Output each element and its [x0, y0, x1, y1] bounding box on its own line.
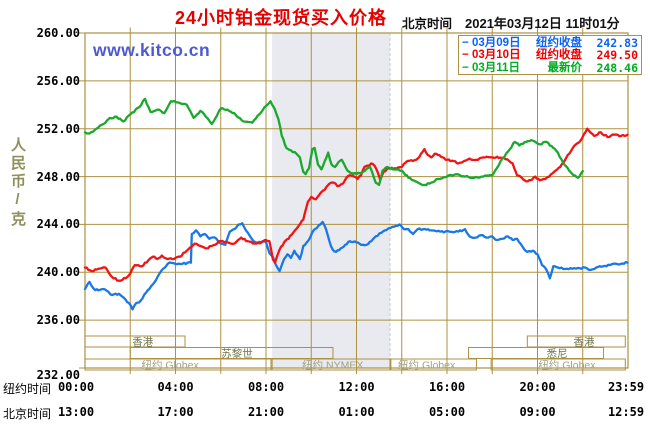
legend-close-value: 249.50 — [596, 48, 638, 62]
ny-time-tick-label: 23:59 — [607, 379, 645, 394]
nymex-floor-session-band — [272, 33, 390, 368]
ny-time-tick-label: 00:00 — [57, 379, 95, 394]
legend-latest-value: 248.46 — [596, 60, 638, 75]
session-label: 悉尼 — [547, 348, 568, 360]
y-tick-label: 256.00 — [36, 73, 80, 88]
series-line-mar10 — [83, 127, 629, 282]
legend-close-label: 纽约收盘 — [536, 49, 582, 61]
page-title: 24小时铂金现货买入价格 — [174, 8, 388, 28]
beijing-time-label: 北京时间 — [402, 17, 453, 31]
legend-line-marker: − — [462, 36, 469, 49]
ny-time-tick-label: 04:00 — [157, 379, 194, 394]
session-label: 香港 — [573, 337, 594, 349]
session-box — [271, 358, 391, 371]
beijing-time-tick-label: 21:00 — [247, 404, 285, 419]
beijing-time-tick-label: 17:00 — [157, 404, 194, 419]
beijing-time-value: 2021年03月12日 11时01分 — [465, 16, 620, 31]
beijing-time-tick-label: 01:00 — [338, 404, 375, 419]
series-line-mar09 — [83, 220, 629, 311]
legend-date: 03月11日 — [472, 61, 520, 74]
legend-close-label: 纽约收盘 — [536, 36, 582, 49]
ny-time-axis-label: 纽约时间 — [3, 382, 52, 396]
session-box — [390, 358, 477, 371]
kitco-watermark-link[interactable]: www.kitco.cn — [93, 40, 211, 60]
ny-time-tick-label: 08:00 — [247, 379, 285, 394]
beijing-time-tick-label: 12:59 — [607, 404, 645, 419]
y-tick-label: 248.00 — [36, 169, 80, 184]
legend-latest-label: 最新价 — [547, 61, 583, 74]
session-box — [84, 358, 272, 371]
y-tick-label: 252.00 — [36, 121, 80, 136]
ny-time-tick-label: 20:00 — [519, 379, 556, 394]
legend-close-value: 242.83 — [596, 35, 638, 50]
beijing-time-tick-label: 13:00 — [57, 404, 95, 419]
legend-line-marker: − — [462, 61, 469, 74]
legend-row-mar11: − 03月11日 最新价 248.46 — [462, 62, 638, 74]
beijing-time-axis-label: 北京时间 — [3, 407, 52, 421]
series-line-mar11 — [83, 97, 584, 187]
plot-border — [84, 32, 629, 369]
session-label: 香港 — [132, 337, 153, 349]
legend-row-mar10: − 03月10日 纽约收盘 249.50 — [462, 49, 638, 61]
session-label: 纽约 Globex — [141, 359, 199, 372]
y-tick-label: 236.00 — [36, 313, 80, 328]
session-label: 纽约 Globex — [538, 359, 596, 372]
legend-line-marker: − — [462, 49, 469, 61]
beijing-time-tick-label: 05:00 — [428, 404, 466, 419]
session-label: 纽约 Globex — [398, 359, 456, 372]
session-label: 纽约 NYMEX — [302, 359, 363, 372]
y-tick-label: 244.00 — [36, 217, 80, 232]
beijing-clock: 北京时间 2021年03月12日 11时01分 — [402, 13, 620, 32]
beijing-time-tick-label: 09:00 — [519, 404, 556, 419]
legend-date: 03月10日 — [472, 49, 521, 61]
session-label: 苏黎世 — [221, 347, 253, 360]
session-box — [467, 347, 605, 359]
legend-row-mar09: − 03月09日 纽约收盘 242.83 — [462, 37, 638, 49]
ny-time-tick-label: 16:00 — [428, 379, 466, 394]
y-axis-unit-label: 人民币/克 — [9, 137, 26, 229]
y-tick-label: 232.00 — [36, 368, 80, 382]
legend-box: − 03月09日 纽约收盘 242.83 − 03月10日 纽约收盘 249.5… — [458, 35, 642, 75]
ny-time-tick-label: 12:00 — [338, 379, 375, 394]
legend-date: 03月09日 — [472, 36, 521, 49]
y-tick-label: 260.00 — [36, 26, 80, 40]
session-box — [490, 358, 626, 371]
y-tick-label: 240.00 — [36, 265, 80, 280]
